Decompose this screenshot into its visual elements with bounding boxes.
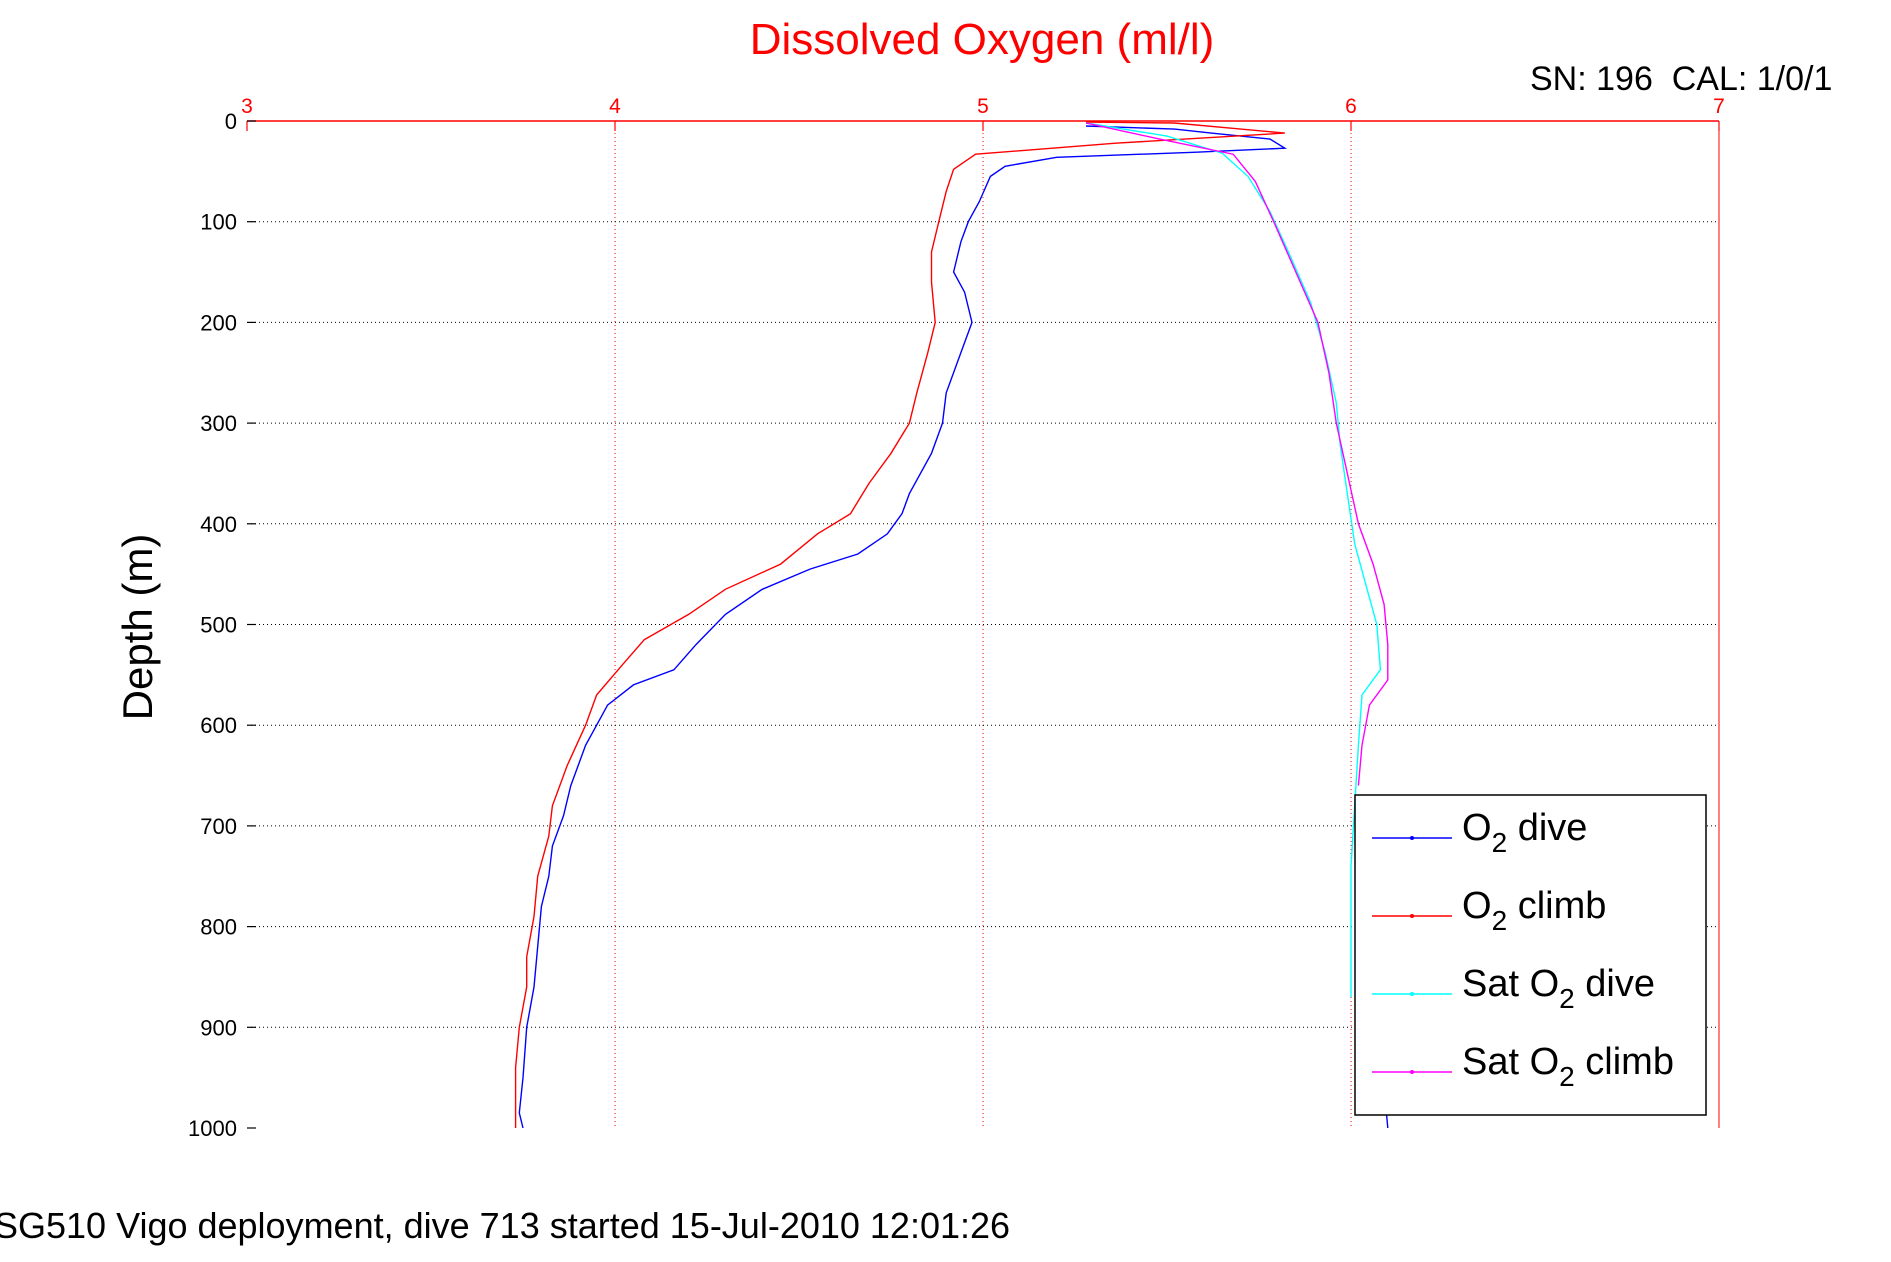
- y-tick-label: 400: [200, 512, 237, 537]
- x-tick-label: 7: [1713, 95, 1725, 118]
- series-line-sat-o2-climb: [1085, 122, 1389, 786]
- x-tick-label: 6: [1345, 95, 1357, 118]
- x-tick-label: 3: [241, 95, 253, 118]
- legend-label-sat-o2-climb: Sat O2 climb: [1462, 1041, 1674, 1092]
- y-tick-label: 300: [200, 411, 237, 436]
- serial-cal-label: SN: 196 CAL: 1/0/1: [1530, 60, 1832, 98]
- legend-label-o2-dive: O2 dive: [1462, 807, 1587, 858]
- axes: 3 4 5 6 7 0 100 200 300 400 500 600 700 800 900 1000: [188, 95, 1725, 1141]
- y-tick-label: 600: [200, 713, 237, 738]
- legend-box: [1354, 794, 1707, 1116]
- y-tick-label: 500: [200, 613, 237, 638]
- series-line-o2-climb: [514, 121, 1285, 1128]
- y-tick-label: 900: [200, 1015, 237, 1040]
- legend: O2 dive O2 climb Sat O2 dive Sat O2 climb: [1354, 794, 1707, 1116]
- legend-marker-o2-climb: [1410, 914, 1414, 918]
- y-axis-label: Depth (m): [114, 534, 161, 721]
- series-line-o2-dive: [518, 125, 1288, 1129]
- legend-label-o2-climb: O2 climb: [1462, 885, 1606, 936]
- y-tick-label: 200: [200, 310, 237, 335]
- legend-marker-sat-o2-dive: [1410, 992, 1414, 996]
- grid-lines: [247, 121, 1719, 1128]
- legend-marker-o2-dive: [1410, 836, 1414, 840]
- y-tick-label: 0: [225, 109, 237, 134]
- y-tick-label: 100: [200, 210, 237, 235]
- legend-marker-sat-o2-climb: [1410, 1070, 1414, 1074]
- y-tick-label: 800: [200, 915, 237, 940]
- series-line-sat-o2-dive: [1085, 122, 1382, 998]
- footer-caption: SG510 Vigo deployment, dive 713 started …: [0, 1205, 1010, 1246]
- chart-title: Dissolved Oxygen (ml/l): [750, 15, 1215, 64]
- y-tick-label: 1000: [188, 1116, 237, 1141]
- legend-label-sat-o2-dive: Sat O2 dive: [1462, 963, 1655, 1014]
- x-tick-label: 4: [609, 95, 621, 118]
- y-tick-label: 700: [200, 814, 237, 839]
- x-tick-label: 5: [977, 95, 989, 118]
